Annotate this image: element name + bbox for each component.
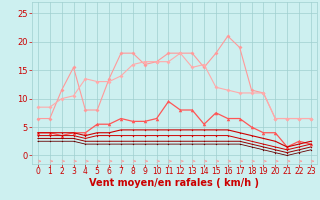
X-axis label: Vent moyen/en rafales ( km/h ): Vent moyen/en rafales ( km/h ): [89, 178, 260, 188]
